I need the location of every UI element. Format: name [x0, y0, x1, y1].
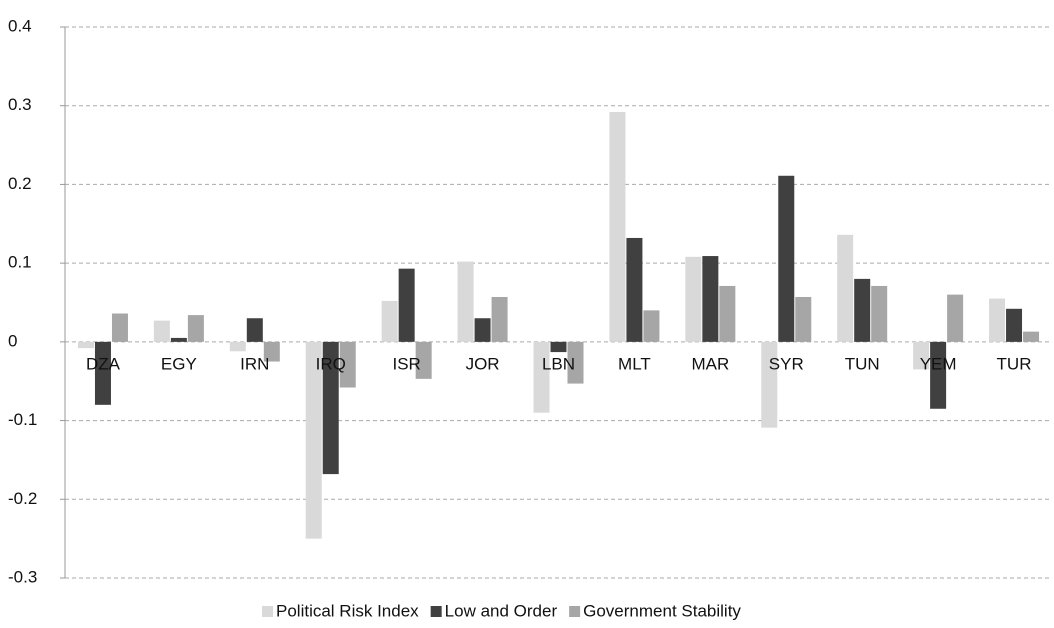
bar: [550, 341, 567, 353]
bar: [305, 341, 322, 539]
bar: [491, 296, 508, 342]
y-tick-label: -0.3: [8, 567, 37, 586]
bar: [474, 318, 491, 342]
bar: [77, 341, 94, 349]
x-tick-label: MAR: [691, 354, 729, 373]
bar: [685, 256, 702, 342]
bar: [702, 256, 719, 342]
bar: [457, 261, 474, 342]
x-tick-label: ISR: [392, 354, 420, 373]
legend-label: Low and Order: [445, 601, 558, 620]
y-tick-label: 0: [8, 331, 17, 350]
x-tick-label: YEM: [920, 354, 957, 373]
bar: [837, 234, 854, 342]
bar: [719, 285, 736, 342]
bar: [989, 298, 1006, 342]
bar: [246, 318, 263, 342]
legend-swatch: [430, 606, 442, 617]
bar: [1006, 308, 1023, 342]
x-tick-label: EGY: [161, 354, 197, 373]
x-tick-label: TUN: [845, 354, 880, 373]
bar: [761, 341, 778, 428]
bar: [567, 341, 584, 384]
bar: [170, 337, 187, 342]
legend-label: Government Stability: [583, 601, 741, 620]
bar: [947, 294, 964, 342]
legend-swatch: [569, 606, 581, 617]
bar: [871, 285, 888, 342]
bar: [187, 315, 204, 342]
bar: [94, 341, 111, 405]
bar: [1023, 331, 1040, 342]
y-tick-label: 0.1: [8, 253, 32, 272]
bar: [263, 341, 280, 362]
bar: [854, 278, 871, 342]
bar: [322, 341, 339, 475]
bar: [795, 296, 812, 342]
bar: [913, 341, 930, 370]
bar: [778, 175, 795, 342]
x-tick-label: SYR: [769, 354, 804, 373]
x-tick-label: IRN: [240, 354, 269, 373]
bar: [229, 341, 246, 352]
bar: [930, 341, 947, 409]
bar: [339, 341, 356, 388]
bar: [111, 313, 128, 342]
x-tick-label: LBN: [542, 354, 575, 373]
y-tick-label: 0.2: [8, 174, 32, 193]
bar: [609, 112, 626, 342]
bar: [533, 341, 550, 413]
bar: [381, 300, 398, 342]
bar: [626, 237, 643, 342]
y-tick-label: 0.4: [8, 16, 32, 35]
x-tick-label: DZA: [86, 354, 121, 373]
y-tick-label: 0.3: [8, 95, 32, 114]
bar: [415, 341, 432, 379]
x-tick-label: JOR: [466, 354, 500, 373]
bar: [153, 320, 170, 342]
y-tick-label: -0.2: [8, 489, 37, 508]
legend-label: Political Risk Index: [276, 601, 419, 620]
x-tick-label: MLT: [618, 354, 651, 373]
y-tick-label: -0.1: [8, 410, 37, 429]
x-tick-label: IRQ: [316, 354, 346, 373]
x-tick-label: TUR: [997, 354, 1032, 373]
bar: [643, 310, 660, 342]
bar: [398, 268, 415, 342]
legend-swatch: [262, 606, 273, 617]
